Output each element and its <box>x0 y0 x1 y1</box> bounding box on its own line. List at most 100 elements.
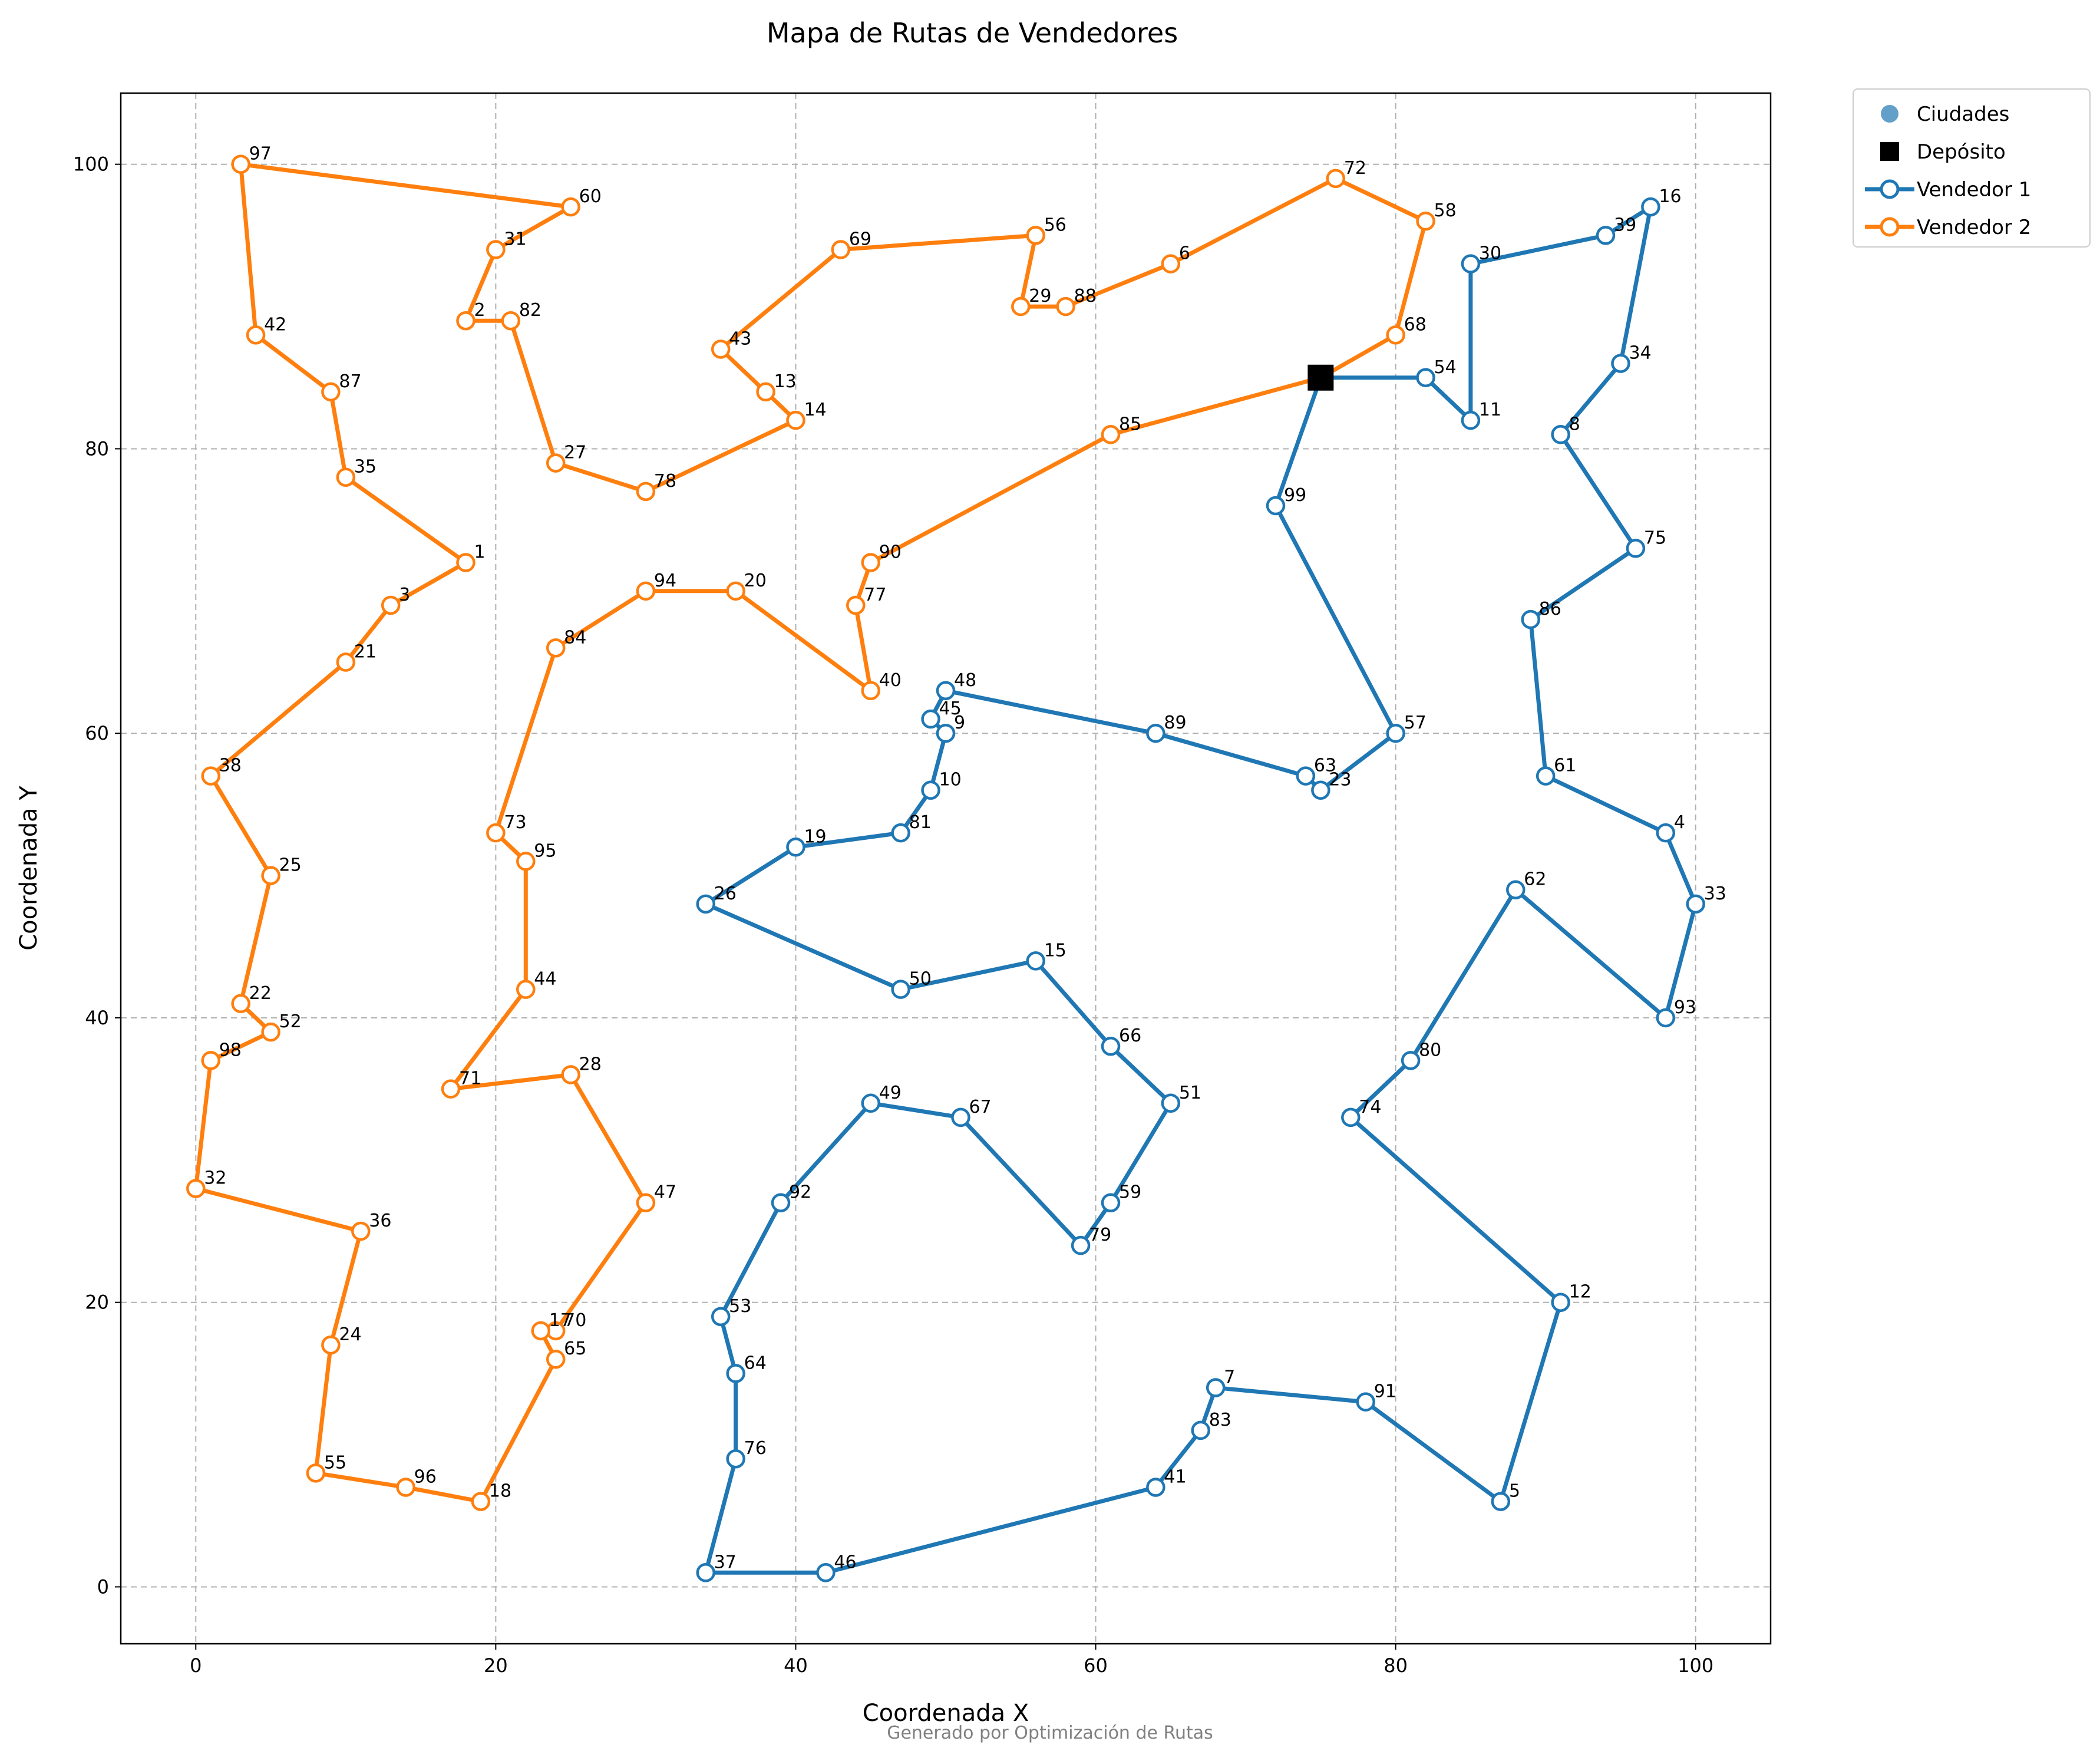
route-stop-marker <box>486 240 506 259</box>
route-stop-marker <box>546 1349 566 1369</box>
route-stop-marker <box>1341 1107 1361 1127</box>
route-stop-marker <box>936 723 956 743</box>
route-stop-marker <box>1416 211 1435 231</box>
city-label: 48 <box>954 670 976 691</box>
gridlines <box>121 93 1771 1644</box>
legend-marker-deposito <box>1880 142 1899 161</box>
city-label: 9 <box>954 713 965 733</box>
route-stop-marker <box>1656 1008 1676 1028</box>
route-stop-marker <box>1401 1051 1421 1070</box>
route-stop-marker <box>1551 425 1570 444</box>
route-stop-marker <box>261 1022 280 1042</box>
route-stop-marker <box>1656 823 1676 843</box>
y-tick-label: 20 <box>85 1291 109 1314</box>
route-stop-marker <box>186 1179 206 1198</box>
city-label: 25 <box>279 855 302 876</box>
route-stop-marker <box>1326 169 1346 189</box>
city-label: 84 <box>564 627 586 648</box>
route-stop-marker <box>861 1093 880 1113</box>
city-label: 56 <box>1044 215 1066 235</box>
y-tick-label: 100 <box>73 153 109 176</box>
city-label: 49 <box>879 1083 902 1103</box>
x-tick-label: 60 <box>1084 1654 1108 1677</box>
x-axis-label: Coordenada X <box>863 1700 1029 1727</box>
depot-marker <box>1307 364 1334 391</box>
city-label: 92 <box>789 1182 811 1203</box>
city-label: 91 <box>1374 1381 1396 1402</box>
route-stop-marker <box>786 838 805 857</box>
route-stop-marker <box>471 1492 491 1511</box>
city-label: 41 <box>1164 1466 1186 1487</box>
route-stop-marker <box>231 154 250 174</box>
city-label: 4 <box>1674 812 1685 833</box>
city-label: 28 <box>579 1054 602 1074</box>
route-stop-marker <box>1461 254 1481 273</box>
city-label: 31 <box>504 229 526 250</box>
route-stop-marker <box>1101 425 1121 444</box>
route-stop-marker <box>1536 766 1556 786</box>
route-stop-marker <box>1161 254 1181 273</box>
route-stop-marker <box>1296 766 1316 786</box>
route-stop-marker <box>1071 1235 1091 1255</box>
route-stop-marker <box>1641 197 1660 217</box>
y-tick-label: 0 <box>97 1575 109 1598</box>
city-label: 98 <box>219 1040 242 1060</box>
city-label: 32 <box>204 1168 226 1189</box>
city-label: 88 <box>1074 286 1097 306</box>
route-stop-marker <box>756 382 775 402</box>
city-label: 71 <box>459 1069 481 1089</box>
city-label: 39 <box>1614 215 1636 235</box>
route-stop-marker <box>1356 1392 1375 1412</box>
city-label: 74 <box>1359 1097 1381 1117</box>
route-stop-marker <box>1056 296 1075 316</box>
route-stop-marker <box>456 553 476 572</box>
route-stop-marker <box>726 581 745 601</box>
city-label: 46 <box>834 1552 856 1572</box>
route-stop-marker <box>1026 951 1045 971</box>
city-label: 65 <box>564 1338 586 1359</box>
city-label: 52 <box>279 1011 302 1032</box>
route-stop-marker <box>1521 609 1540 629</box>
routes <box>193 162 1698 1575</box>
city-label: 53 <box>729 1296 751 1317</box>
city-label: 81 <box>909 812 932 833</box>
city-label: 8 <box>1569 414 1580 434</box>
route-stop-marker <box>831 240 851 259</box>
city-label: 62 <box>1524 869 1546 890</box>
legend-item-ciudades: Ciudades <box>1881 103 2009 126</box>
route-stop-marker <box>636 482 656 502</box>
route-stop-marker <box>786 410 805 430</box>
city-label: 37 <box>714 1552 737 1572</box>
route-stop-marker <box>351 1221 371 1241</box>
route-stop-marker <box>396 1478 415 1497</box>
legend-item-vendedor-2: Vendedor 2 <box>1865 216 2031 239</box>
x-tick-label: 100 <box>1678 1654 1713 1677</box>
route-stop-marker <box>336 652 356 672</box>
city-label: 42 <box>264 314 286 335</box>
city-label: 18 <box>489 1481 511 1502</box>
city-label: 20 <box>744 571 767 591</box>
axis-ticks: 0 20 40 60 80 100 0 20 40 60 80 100 <box>73 153 1713 1677</box>
route-stop-marker <box>1101 1036 1121 1056</box>
route-stop-marker <box>636 581 656 601</box>
route-stop-marker <box>846 595 866 615</box>
city-label: 82 <box>519 300 541 321</box>
city-points <box>186 154 1705 1582</box>
route-stop-marker <box>546 638 566 658</box>
city-label: 61 <box>1554 756 1576 776</box>
legend-label: Vendedor 1 <box>1917 178 2031 202</box>
route-stop-marker <box>726 1364 745 1383</box>
city-label: 6 <box>1179 243 1190 264</box>
city-label: 80 <box>1419 1040 1441 1060</box>
city-label: 22 <box>249 983 272 1004</box>
route-stop-marker <box>261 866 280 885</box>
city-label: 13 <box>774 371 797 392</box>
city-label: 1 <box>474 542 485 563</box>
city-label: 63 <box>1314 756 1336 776</box>
y-tick-label: 40 <box>85 1007 109 1029</box>
city-label: 47 <box>654 1182 676 1203</box>
city-label: 83 <box>1209 1410 1231 1430</box>
city-label: 19 <box>804 826 826 847</box>
city-label: 86 <box>1539 599 1561 619</box>
city-label: 60 <box>579 186 602 207</box>
